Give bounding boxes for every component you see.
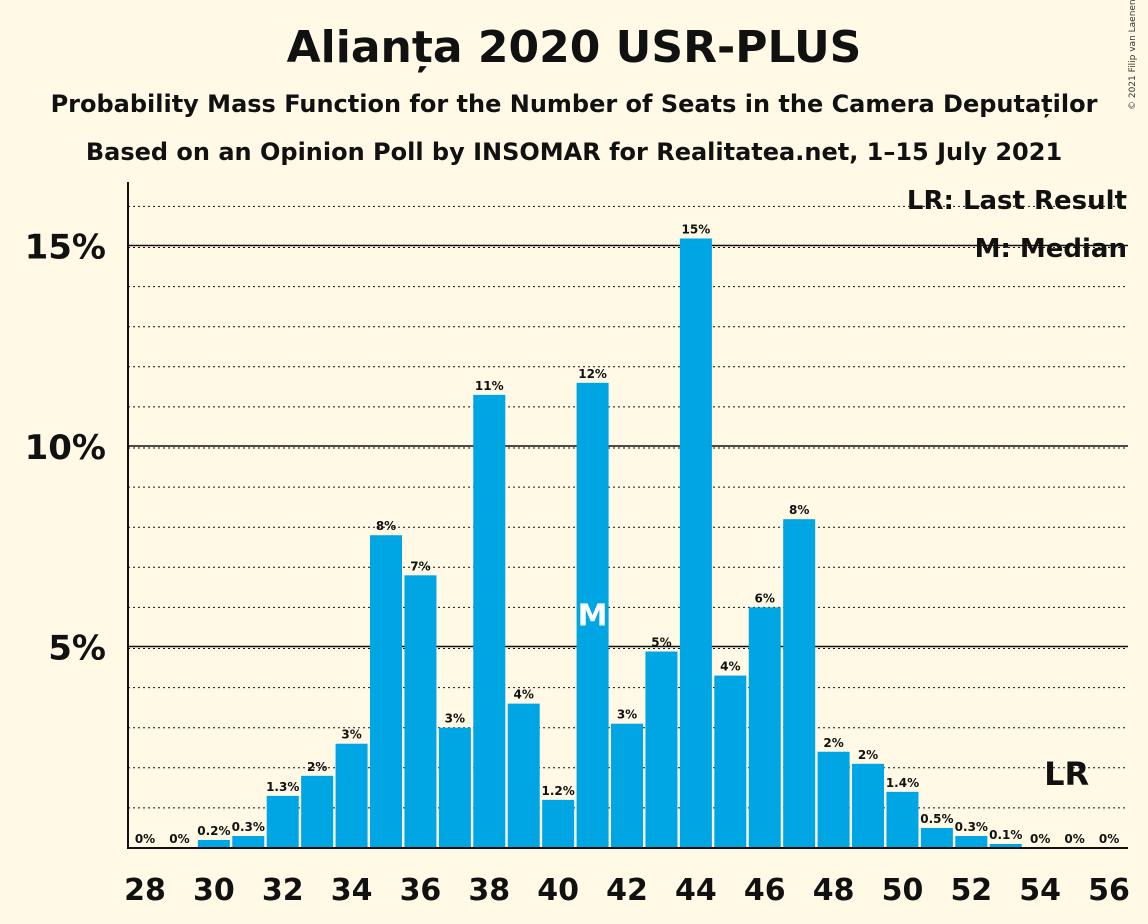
data-label-seat-44: 15% xyxy=(682,222,711,236)
x-tick-label: 38 xyxy=(468,873,510,908)
data-label-seat-56: 0% xyxy=(1099,832,1119,846)
bar-seat-49 xyxy=(852,763,885,848)
bar-seat-31 xyxy=(232,835,265,848)
data-label-seat-47: 8% xyxy=(789,503,809,517)
x-tick-label: 32 xyxy=(262,873,304,908)
data-label-seat-33: 2% xyxy=(307,760,327,774)
bar-seat-50 xyxy=(886,791,919,848)
data-label-seat-36: 7% xyxy=(410,559,430,573)
x-tick-label: 56 xyxy=(1088,873,1130,908)
bar-seat-42 xyxy=(611,723,644,848)
data-label-seat-42: 3% xyxy=(617,708,637,722)
data-label-seat-29: 0% xyxy=(169,832,189,846)
data-label-seat-45: 4% xyxy=(720,660,740,674)
bar-seat-35 xyxy=(370,535,403,848)
data-label-seat-52: 0.3% xyxy=(955,820,988,834)
data-label-seat-55: 0% xyxy=(1064,832,1084,846)
bar-seat-34 xyxy=(335,743,368,848)
data-label-seat-34: 3% xyxy=(341,728,361,742)
data-label-seat-53: 0.1% xyxy=(989,828,1022,842)
x-tick-label: 40 xyxy=(537,873,579,908)
x-tick-label: 28 xyxy=(124,873,166,908)
x-tick-label: 54 xyxy=(1019,873,1061,908)
bar-seat-32 xyxy=(266,795,299,848)
bar-seat-38 xyxy=(473,394,506,848)
data-label-seat-46: 6% xyxy=(755,591,775,605)
data-label-seat-51: 0.5% xyxy=(920,812,953,826)
median-marker: M xyxy=(578,598,608,633)
bar-seat-30 xyxy=(197,839,230,848)
bar-seat-43 xyxy=(645,651,678,848)
x-tick-label: 48 xyxy=(813,873,855,908)
bars xyxy=(197,238,1022,849)
data-label-seat-43: 5% xyxy=(651,636,671,650)
data-label-seat-48: 2% xyxy=(823,736,843,750)
data-label-seat-35: 8% xyxy=(376,519,396,533)
x-tick-label: 36 xyxy=(400,873,442,908)
data-label-seat-38: 11% xyxy=(475,379,504,393)
data-label-seat-50: 1.4% xyxy=(886,776,919,790)
x-tick-label: 30 xyxy=(193,873,235,908)
data-label-seat-39: 4% xyxy=(514,688,534,702)
data-label-seat-31: 0.3% xyxy=(232,820,265,834)
y-tick-label: 5% xyxy=(48,629,106,669)
data-label-seat-30: 0.2% xyxy=(197,824,230,838)
data-labels: 0% 0%0.2% 0.3%1.3%2%3%8%7%3%11%4%1.2%12%M3… xyxy=(135,222,1119,846)
bar-seat-40 xyxy=(542,799,575,848)
bar-seat-37 xyxy=(438,727,471,848)
x-tick-label: 34 xyxy=(331,873,373,908)
data-label-seat-54: 0% xyxy=(1030,832,1050,846)
bar-seat-33 xyxy=(301,775,334,848)
chart-source-line: Based on an Opinion Poll by INSOMAR for … xyxy=(85,138,1063,166)
bar-seat-48 xyxy=(817,751,850,848)
bar-seat-46 xyxy=(748,607,781,848)
chart-subtitle: Probability Mass Function for the Number… xyxy=(50,90,1098,118)
axes: 28 30 32 34 36 38 40 42 44 46 48 50 52 54 56 xyxy=(124,182,1130,908)
bar-seat-52 xyxy=(955,835,988,848)
y-tick-label: 10% xyxy=(25,428,106,468)
bar-seat-36 xyxy=(404,575,437,848)
data-label-seat-28: 0% xyxy=(135,832,155,846)
x-tick-label: 44 xyxy=(675,873,717,908)
y-tick-label: 15% xyxy=(25,228,106,268)
x-tick-label: 52 xyxy=(950,873,992,908)
data-label-seat-49: 2% xyxy=(858,748,878,762)
x-tick-label: 42 xyxy=(606,873,648,908)
x-tick-label: 50 xyxy=(882,873,924,908)
data-label-seat-32: 1.3% xyxy=(266,780,299,794)
data-label-seat-41: 12% xyxy=(578,367,607,381)
data-label-seat-37: 3% xyxy=(445,712,465,726)
bar-seat-41 xyxy=(576,382,609,848)
legend-median: M: Median xyxy=(975,234,1127,264)
bar-seat-53 xyxy=(989,843,1022,848)
x-tick-label: 46 xyxy=(744,873,786,908)
bar-seat-45 xyxy=(714,675,747,848)
last-result-marker: LR xyxy=(1044,755,1089,793)
bar-seat-51 xyxy=(920,827,953,848)
data-label-seat-40: 1.2% xyxy=(542,784,575,798)
legend-last-result: LR: Last Result xyxy=(907,186,1127,216)
bar-seat-39 xyxy=(507,703,540,848)
bar-seat-47 xyxy=(783,519,816,848)
chart-title: Alianța 2020 USR-PLUS xyxy=(286,22,862,73)
bar-seat-44 xyxy=(679,238,712,849)
grid-lines: 5% 10% 15% xyxy=(25,205,1128,809)
